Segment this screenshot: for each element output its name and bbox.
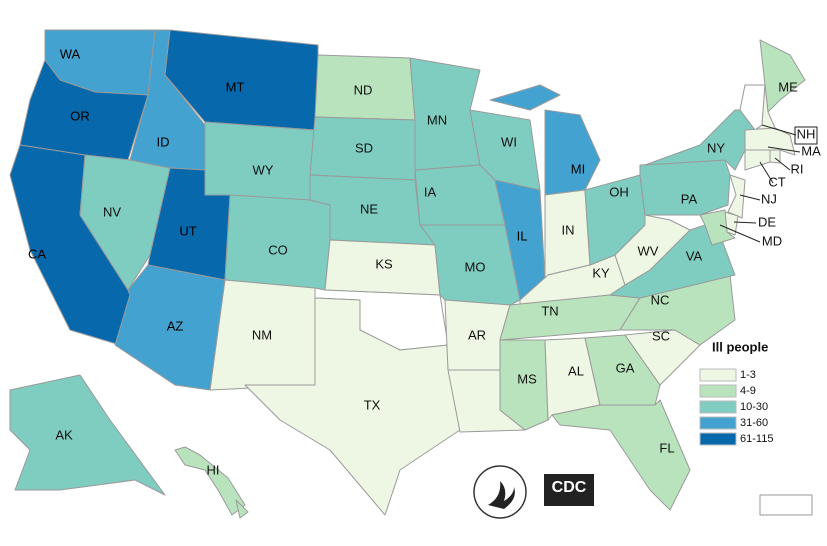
cdc-logo: CDC bbox=[552, 479, 587, 496]
leader-line bbox=[719, 224, 761, 243]
state-shape bbox=[9, 374, 166, 496]
state-label: IL bbox=[517, 228, 528, 243]
state-label: HI bbox=[207, 462, 220, 477]
state-label: NH bbox=[797, 126, 816, 141]
state-shape bbox=[584, 334, 661, 406]
state-label: MS bbox=[517, 371, 537, 386]
state-label: VA bbox=[686, 248, 703, 263]
state-label: KS bbox=[375, 256, 393, 271]
state-label: SD bbox=[355, 140, 373, 155]
state-label: RI bbox=[791, 161, 804, 176]
state-label: WV bbox=[638, 243, 659, 258]
state-label: TN bbox=[541, 303, 558, 318]
state-label: NY bbox=[707, 140, 725, 155]
hhs-seal bbox=[473, 465, 527, 519]
states bbox=[9, 29, 813, 519]
state-shape bbox=[244, 297, 461, 516]
state-labels: WA OR CA NV ID MT WY UT CO AZ NM ND SD NE KS TX MN IA MO AR… bbox=[28, 46, 821, 477]
state-label: AK bbox=[55, 427, 73, 442]
legend-items: 1-3 4-9 10-30 31-60 61-115 bbox=[699, 368, 773, 446]
leader-line bbox=[761, 124, 797, 136]
legend-label: 1-3 bbox=[740, 369, 756, 381]
state-shape bbox=[489, 84, 561, 111]
state-label: MO bbox=[465, 259, 486, 274]
state-label: SC bbox=[652, 328, 670, 343]
state-label: CT bbox=[768, 174, 785, 189]
state-shape bbox=[499, 339, 549, 431]
leader-line bbox=[733, 221, 757, 224]
state-label: AR bbox=[468, 327, 486, 342]
legend-swatch bbox=[699, 368, 737, 382]
state-label: NE bbox=[360, 201, 378, 216]
state-label: GA bbox=[616, 360, 635, 375]
state-label: MD bbox=[762, 233, 782, 248]
state-label: OH bbox=[609, 184, 629, 199]
state-label: KY bbox=[592, 265, 610, 280]
state-label: IA bbox=[424, 184, 437, 199]
state-shape bbox=[544, 109, 601, 196]
state-shape bbox=[551, 399, 691, 511]
leader-line bbox=[767, 146, 801, 153]
state-shape bbox=[204, 121, 316, 201]
leader-line bbox=[774, 157, 791, 171]
legend-swatch bbox=[699, 432, 737, 446]
leader-line bbox=[739, 194, 761, 201]
state-label: CA bbox=[28, 246, 46, 261]
state-label: NM bbox=[252, 327, 272, 342]
state-label: TX bbox=[364, 397, 381, 412]
state-label: NC bbox=[651, 292, 670, 307]
state-label: MA bbox=[801, 143, 821, 158]
legend-title: Ill people bbox=[712, 339, 768, 354]
legend-label: 10-30 bbox=[740, 401, 768, 413]
state-label: WA bbox=[60, 46, 81, 61]
state-label: ME bbox=[778, 79, 798, 94]
legend-label: 4-9 bbox=[740, 385, 756, 397]
legend-label: 61-115 bbox=[740, 433, 773, 445]
state-label: IN bbox=[562, 222, 575, 237]
hhs-eagle bbox=[488, 481, 515, 509]
state-label: AL bbox=[568, 363, 584, 378]
state-label: WI bbox=[501, 134, 517, 149]
legend-swatch bbox=[699, 416, 737, 430]
state-shape bbox=[639, 159, 731, 216]
state-label: FL bbox=[659, 440, 674, 455]
leader-line bbox=[759, 161, 774, 184]
state-label: PA bbox=[681, 191, 698, 206]
state-label: WY bbox=[253, 162, 274, 177]
state-label: OR bbox=[70, 108, 90, 123]
state-label: MI bbox=[571, 161, 585, 176]
state-label: CO bbox=[268, 242, 288, 257]
cdc-logo-bg bbox=[544, 474, 594, 506]
state-shape bbox=[644, 109, 756, 171]
legend-swatch bbox=[699, 400, 737, 414]
legend-label: 31-60 bbox=[740, 417, 768, 429]
state-label: DE bbox=[758, 214, 776, 229]
state-label: NV bbox=[103, 204, 121, 219]
state-label: UT bbox=[179, 223, 196, 238]
state-label: ID bbox=[157, 134, 170, 149]
state-shape bbox=[235, 499, 249, 519]
state-label: NJ bbox=[761, 191, 777, 206]
state-label: ND bbox=[354, 82, 373, 97]
legend-swatch bbox=[699, 384, 737, 398]
state-shape bbox=[174, 446, 246, 516]
label-box bbox=[794, 126, 818, 145]
leader-lines bbox=[719, 124, 818, 243]
state-label: AZ bbox=[167, 318, 184, 333]
state-shape bbox=[699, 209, 736, 246]
legend: Ill people 1-3 4-9 10-30 31-60 61-115 bbox=[699, 339, 773, 446]
state-shape bbox=[744, 149, 771, 171]
state-label: MN bbox=[427, 112, 447, 127]
logos: CDC bbox=[473, 465, 594, 519]
state-shape bbox=[759, 494, 813, 516]
state-label: MT bbox=[226, 79, 245, 94]
state-shape bbox=[727, 174, 746, 219]
